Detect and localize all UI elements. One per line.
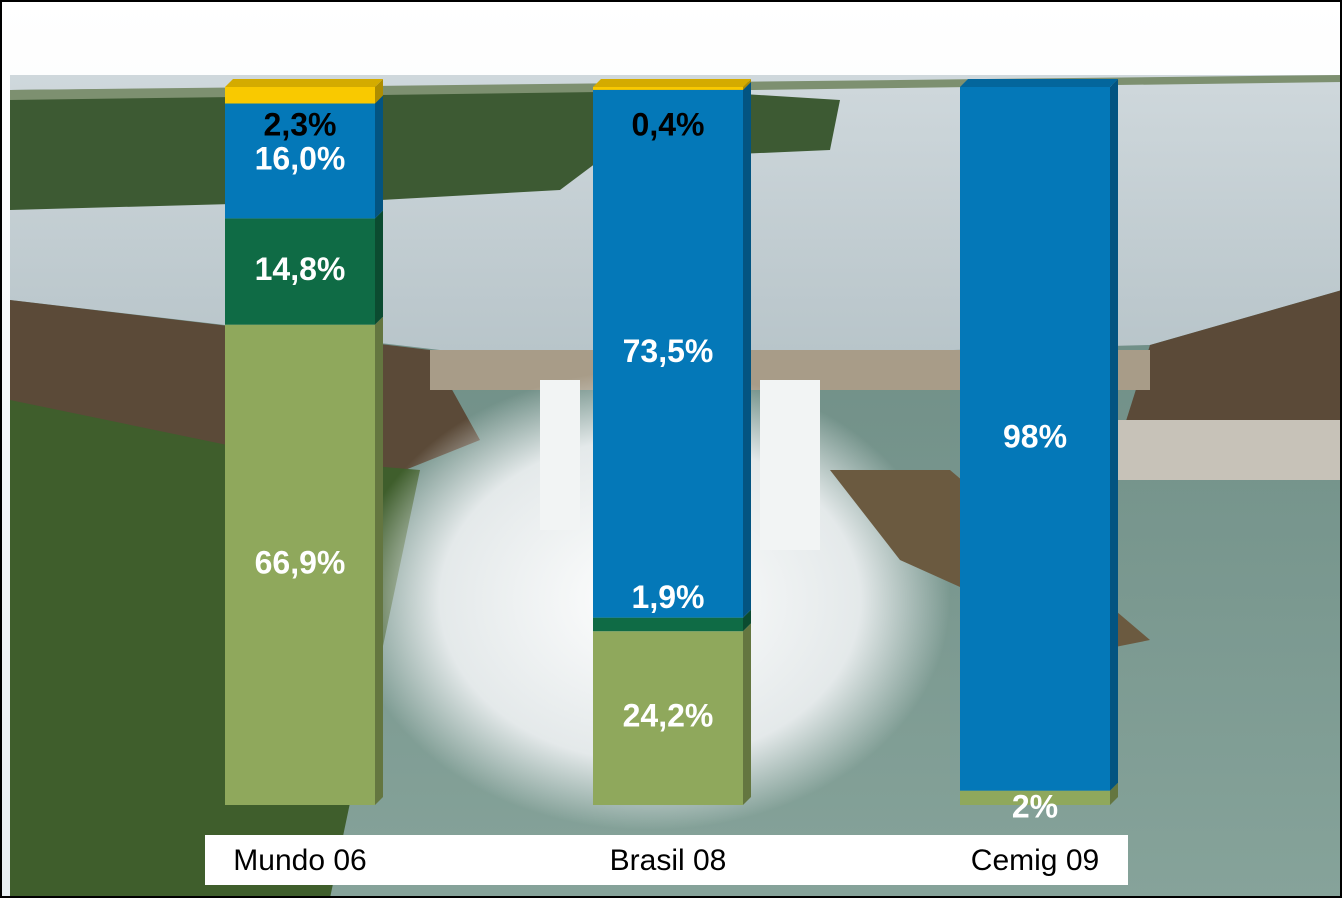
bar-segment [225,324,375,805]
bar-segment [593,87,743,90]
value-label: 73,5% [623,333,714,369]
bar-side [743,79,751,90]
value-label: 98% [1003,418,1067,454]
bar-cap [225,79,383,87]
bar-segment [593,631,743,805]
bar-segment [960,87,1110,791]
value-label: 2% [1012,788,1058,824]
value-label: 24,2% [623,698,714,734]
bar-side [1110,79,1118,791]
bar-segment [225,103,375,219]
category-label: Mundo 06 [233,844,366,877]
bar-side [743,81,751,618]
bar-cap [960,79,1118,87]
bar-side [743,623,751,805]
bar-cap [593,79,751,87]
bar-segment [593,617,743,632]
bar-side [375,95,383,219]
bar-side [375,210,383,325]
value-label: 0,4% [632,106,705,142]
bar-segment [593,89,743,618]
value-label: 1,9% [632,579,705,615]
category-label: Cemig 09 [971,844,1099,877]
bar-side [743,609,751,632]
category-label: Brasil 08 [610,844,727,877]
bar-segment [225,218,375,325]
bar-segment [960,790,1110,805]
bar-side [1110,782,1118,805]
value-label: 66,9% [255,544,346,580]
value-label: 14,8% [255,251,346,287]
bar-side [375,316,383,805]
bar-side [375,79,383,104]
category-strip [205,835,1128,885]
bar-segment [225,87,375,104]
value-label: 2,3% [264,106,337,142]
value-label: 16,0% [255,140,346,176]
